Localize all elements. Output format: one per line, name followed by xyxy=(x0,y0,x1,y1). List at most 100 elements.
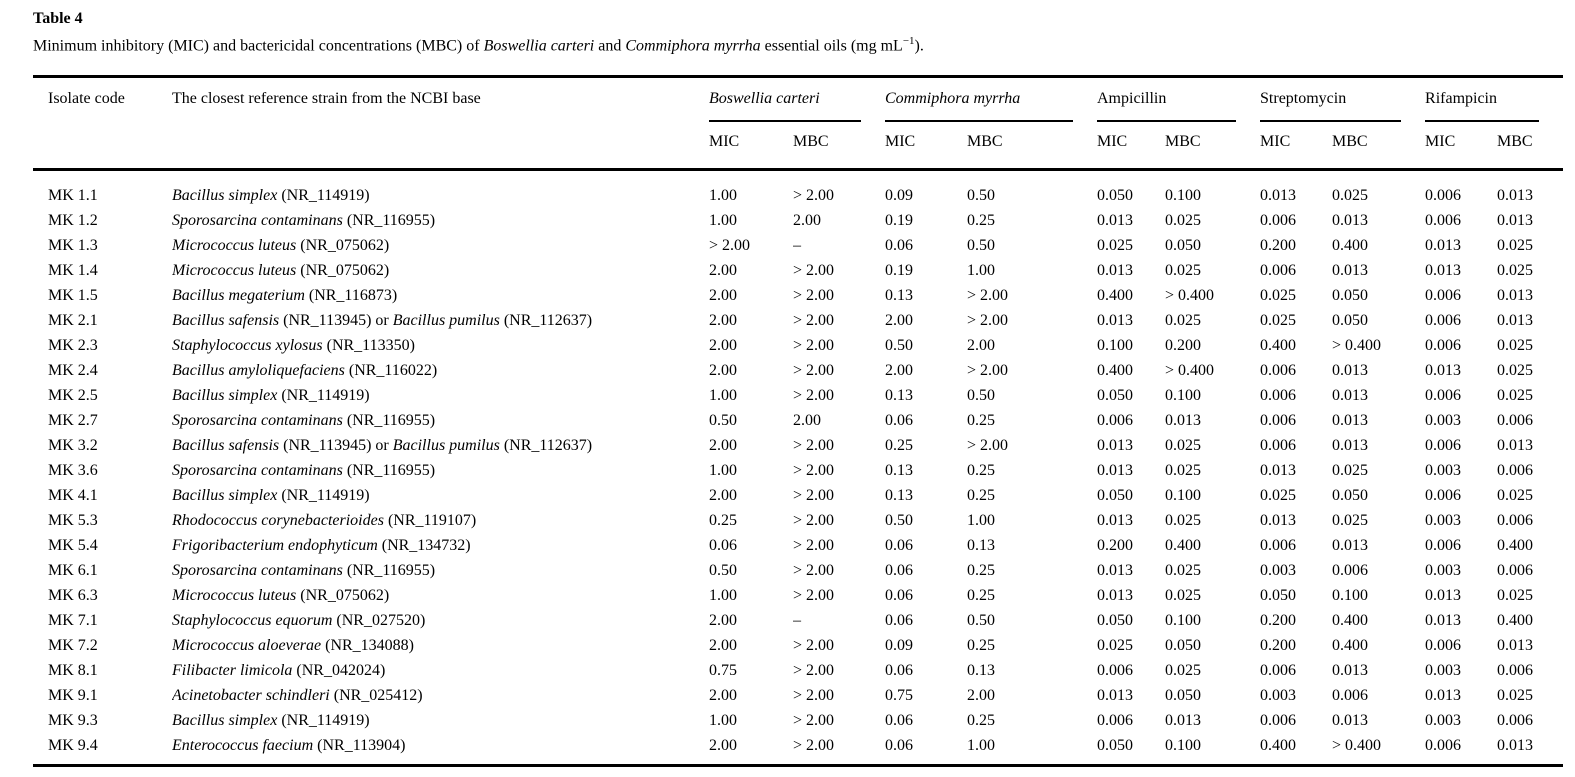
subheader-boswellia-mic: MIC xyxy=(709,133,740,151)
rifampicin-mic-cell: 0.006 xyxy=(1425,537,1462,555)
strain-cell: Micrococcus luteus (NR_075062) xyxy=(172,237,390,255)
ampicillin-mbc-cell: 0.100 xyxy=(1165,487,1201,505)
rifampicin-mbc-cell: 0.006 xyxy=(1497,712,1534,730)
streptomycin-mic-cell: 0.025 xyxy=(1260,287,1297,305)
streptomycin-mic-cell: 0.006 xyxy=(1260,662,1297,680)
table-row: MK 9.3 Bacillus simplex (NR_114919) 1.00 > … xyxy=(33,708,1563,733)
strain-cell: Bacillus simplex (NR_114919) xyxy=(172,712,370,730)
boswellia-mic-cell: 1.00 xyxy=(709,212,737,230)
streptomycin-mic-cell: 0.006 xyxy=(1260,537,1297,555)
streptomycin-mic-cell: 0.006 xyxy=(1260,262,1297,280)
species-name: Sporosarcina contaminans xyxy=(172,462,343,480)
table-row: MK 2.1 Bacillus safensis (NR_113945) or B… xyxy=(33,308,1563,333)
subheader-ampicillin-mbc: MBC xyxy=(1165,133,1201,151)
rifampicin-mic-cell: 0.003 xyxy=(1425,462,1462,480)
strain-cell: Micrococcus luteus (NR_075062) xyxy=(172,587,390,605)
commiphora-mic-cell: 0.50 xyxy=(885,512,913,530)
boswellia-mbc-cell: 2.00 xyxy=(793,412,821,430)
ampicillin-mbc-cell: 0.013 xyxy=(1165,712,1201,730)
boswellia-mbc-cell: > 2.00 xyxy=(793,562,835,580)
isolate-code-cell: MK 5.4 xyxy=(48,537,98,555)
strain-cell: Acinetobacter schindleri (NR_025412) xyxy=(172,687,423,705)
isolate-code-cell: MK 1.2 xyxy=(48,212,98,230)
rifampicin-mic-cell: 0.006 xyxy=(1425,187,1462,205)
ampicillin-mbc-cell: 0.025 xyxy=(1165,437,1201,455)
commiphora-mbc-cell: 0.50 xyxy=(967,387,995,405)
rifampicin-mbc-cell: 0.013 xyxy=(1497,187,1534,205)
ampicillin-mbc-cell: 0.050 xyxy=(1165,237,1201,255)
streptomycin-mic-cell: 0.006 xyxy=(1260,212,1297,230)
ampicillin-mic-cell: 0.050 xyxy=(1097,487,1133,505)
ampicillin-mic-cell: 0.200 xyxy=(1097,537,1133,555)
species-name: Bacillus simplex xyxy=(172,487,278,505)
boswellia-mic-cell: 2.00 xyxy=(709,612,737,630)
streptomycin-mic-cell: 0.003 xyxy=(1260,562,1297,580)
rifampicin-mbc-cell: 0.025 xyxy=(1497,262,1534,280)
isolate-code-cell: MK 3.2 xyxy=(48,437,98,455)
ampicillin-mbc-cell: 0.100 xyxy=(1165,612,1201,630)
streptomycin-mbc-cell: 0.013 xyxy=(1332,662,1369,680)
streptomycin-mbc-cell: 0.013 xyxy=(1332,212,1369,230)
subheader-commiphora-mbc: MBC xyxy=(967,133,1003,151)
boswellia-mbc-cell: – xyxy=(793,237,801,255)
commiphora-mic-cell: 2.00 xyxy=(885,312,913,330)
boswellia-mbc-cell: > 2.00 xyxy=(793,662,835,680)
streptomycin-mbc-cell: 0.050 xyxy=(1332,287,1369,305)
table-row: MK 5.4 Frigoribacterium endophyticum (NR_… xyxy=(33,533,1563,558)
subheader-rifampicin-mic: MIC xyxy=(1425,133,1456,151)
rifampicin-mbc-cell: 0.025 xyxy=(1497,387,1534,405)
ampicillin-mic-cell: 0.006 xyxy=(1097,412,1133,430)
streptomycin-mbc-cell: 0.013 xyxy=(1332,362,1369,380)
streptomycin-mic-cell: 0.006 xyxy=(1260,387,1297,405)
subheader-streptomycin-mic: MIC xyxy=(1260,133,1291,151)
rifampicin-mbc-cell: 0.025 xyxy=(1497,487,1534,505)
table-body: MK 1.1 Bacillus simplex (NR_114919) 1.00 > … xyxy=(33,170,1563,766)
ampicillin-mbc-cell: 0.025 xyxy=(1165,662,1201,680)
commiphora-mic-cell: 0.06 xyxy=(885,737,913,755)
boswellia-mbc-cell: > 2.00 xyxy=(793,387,835,405)
col-strain-header: The closest reference strain from the NC… xyxy=(172,90,481,108)
species-name: Frigoribacterium endophyticum xyxy=(172,537,378,555)
rifampicin-mbc-cell: 0.006 xyxy=(1497,512,1534,530)
ampicillin-mic-cell: 0.013 xyxy=(1097,512,1133,530)
streptomycin-mbc-cell: 0.050 xyxy=(1332,312,1369,330)
ampicillin-mic-cell: 0.050 xyxy=(1097,737,1133,755)
group-header-ampicillin: Ampicillin xyxy=(1097,77,1260,123)
isolate-code-cell: MK 1.5 xyxy=(48,287,98,305)
streptomycin-mbc-cell: 0.025 xyxy=(1332,462,1369,480)
streptomycin-mbc-cell: 0.006 xyxy=(1332,562,1369,580)
boswellia-mic-cell: 0.75 xyxy=(709,662,737,680)
rifampicin-mic-cell: 0.013 xyxy=(1425,237,1462,255)
rifampicin-mic-cell: 0.003 xyxy=(1425,562,1462,580)
boswellia-mic-cell: 1.00 xyxy=(709,587,737,605)
rifampicin-mbc-cell: 0.013 xyxy=(1497,312,1534,330)
species-name: Bacillus simplex xyxy=(172,387,278,405)
isolate-code-cell: MK 1.4 xyxy=(48,262,98,280)
streptomycin-mic-cell: 0.006 xyxy=(1260,437,1297,455)
commiphora-mbc-cell: 0.50 xyxy=(967,612,995,630)
ampicillin-mic-cell: 0.050 xyxy=(1097,612,1133,630)
caption-species-2: Commiphora myrrha xyxy=(625,37,761,55)
ampicillin-mbc-cell: 0.050 xyxy=(1165,637,1201,655)
streptomycin-mic-cell: 0.200 xyxy=(1260,237,1297,255)
commiphora-mbc-cell: 0.25 xyxy=(967,212,995,230)
streptomycin-mbc-cell: 0.013 xyxy=(1332,437,1369,455)
table-row: MK 9.1 Acinetobacter schindleri (NR_02541… xyxy=(33,683,1563,708)
ampicillin-mbc-cell: 0.200 xyxy=(1165,337,1201,355)
species-name: Micrococcus aloeverae xyxy=(172,637,322,655)
table-row: MK 1.2 Sporosarcina contaminans (NR_11695… xyxy=(33,208,1563,233)
boswellia-mbc-cell: 2.00 xyxy=(793,212,821,230)
boswellia-mic-cell: 0.25 xyxy=(709,512,737,530)
rifampicin-mbc-cell: 0.013 xyxy=(1497,637,1534,655)
table-row: MK 7.1 Staphylococcus equorum (NR_027520)… xyxy=(33,608,1563,633)
ampicillin-mic-cell: 0.013 xyxy=(1097,462,1133,480)
streptomycin-mbc-cell: 0.025 xyxy=(1332,187,1369,205)
rifampicin-mic-cell: 0.003 xyxy=(1425,662,1462,680)
commiphora-mbc-cell: 0.25 xyxy=(967,562,995,580)
commiphora-mbc-cell: 2.00 xyxy=(967,337,995,355)
streptomycin-mbc-cell: 0.400 xyxy=(1332,237,1369,255)
ampicillin-mbc-cell: 0.050 xyxy=(1165,687,1201,705)
streptomycin-mbc-cell: 0.100 xyxy=(1332,587,1369,605)
table-row: MK 9.4 Enterococcus faecium (NR_113904) 2.… xyxy=(33,733,1563,766)
